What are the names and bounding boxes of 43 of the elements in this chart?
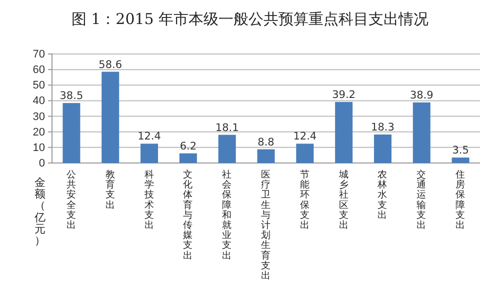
bar [102,72,120,163]
x-tick-label: 农林水支出 [376,170,388,221]
x-tick-label: 公共安全支出 [66,168,76,231]
y-tick-label: 30 [32,110,45,123]
data-label: 39.2 [332,88,356,101]
data-label: 12.4 [138,130,162,143]
data-label: 6.2 [180,140,197,152]
y-tick-label: 60 [32,64,45,76]
y-axis-title: 金额（亿元） [34,176,46,247]
y-tick-label: 70 [32,48,45,61]
y-tick-label: 0 [38,158,45,170]
data-label: 38.5 [60,90,84,102]
category-label: 社会保障和就业支出 [222,170,232,262]
data-label: 8.8 [258,136,274,148]
bar [296,144,314,163]
x-tick-label: 交通运输支出 [416,168,427,231]
x-tick-label: 城乡社区支出 [338,168,349,231]
bar [412,102,430,163]
data-label: 3.5 [452,144,469,157]
bar [374,134,392,163]
bar [179,153,197,163]
x-tick-label: 教育支出 [105,170,116,211]
data-label: 12.4 [293,130,317,143]
x-tick-label: 科学技术支出 [143,168,154,231]
bar [257,149,275,163]
data-label: 58.6 [98,58,122,71]
data-label: 18.3 [371,122,394,134]
data-label: 38.9 [410,89,434,102]
data-label: 18.1 [215,122,239,134]
y-tick-label: 20 [32,126,45,138]
category-label: 医疗卫生与计划生育支出 [261,170,271,282]
x-tick-label: 节能环保支出 [300,168,310,231]
bar [218,134,236,163]
bar [335,102,353,163]
y-tick-label: 40 [32,95,45,108]
bar [62,103,80,163]
y-tick-label: 50 [32,80,45,92]
y-tick-label: 10 [32,142,45,154]
bar [452,158,470,163]
bar [140,144,158,163]
x-tick-label: 住房保障支出 [456,170,466,231]
category-label: 文化体育与传媒支出 [183,170,194,262]
chart-title: 图 1：2015 年市本级一般公共预算重点科目支出情况 [71,10,429,28]
